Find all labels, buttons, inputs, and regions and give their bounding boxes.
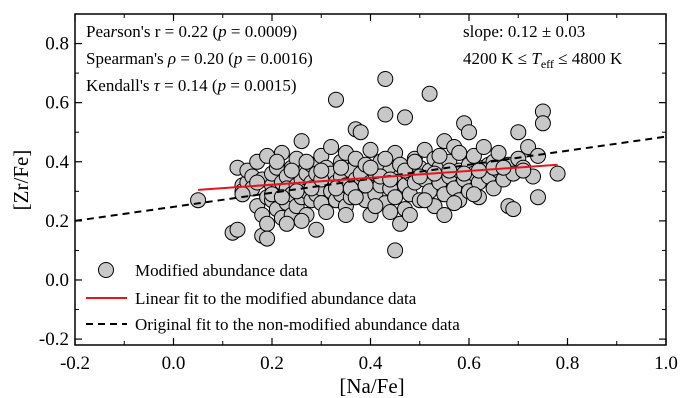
data-point — [461, 124, 477, 141]
data-point — [268, 153, 285, 170]
slope-annotation: slope: 0.12 ± 0.03 — [463, 22, 585, 41]
data-point — [406, 153, 423, 170]
data-point — [377, 106, 394, 123]
data-point — [475, 139, 492, 155]
original-fit-line — [74, 135, 667, 222]
data-point — [534, 115, 551, 132]
data-point — [387, 189, 404, 206]
data-point — [421, 85, 438, 102]
x-tick-label: 0.8 — [556, 353, 580, 374]
data-point — [436, 207, 453, 223]
data-point — [308, 221, 325, 238]
x-tick-label: 0.0 — [162, 353, 186, 374]
data-point — [273, 189, 290, 206]
x-axis-title: [Na/Fe] — [339, 374, 404, 398]
data-point — [515, 162, 532, 179]
legend-marker-points — [98, 262, 114, 278]
data-point — [259, 230, 276, 247]
data-point — [451, 144, 468, 161]
y-tick-label: 0.2 — [45, 211, 69, 232]
y-axis-title: [Zr/Fe] — [9, 150, 33, 211]
data-point — [456, 165, 473, 182]
y-tick-label: 0.8 — [45, 34, 69, 55]
data-point — [337, 207, 354, 223]
data-point — [549, 165, 566, 182]
data-point — [313, 162, 330, 179]
y-tick-label: 0.0 — [45, 270, 69, 291]
data-point — [347, 189, 364, 206]
data-point — [431, 147, 448, 164]
points-layer — [190, 71, 566, 259]
data-point — [505, 201, 522, 218]
legend: Modified abundance data Linear fit to th… — [86, 261, 460, 334]
data-point — [318, 204, 335, 220]
data-point — [298, 153, 315, 170]
pearson-annotation: Pearson's r = 0.22 (p = 0.0009) — [86, 22, 297, 41]
data-point — [446, 195, 463, 212]
linear-fit-line — [198, 163, 558, 191]
data-point — [382, 204, 399, 220]
ticks-layer: -0.2 0.0 0.2 0.4 0.6 0.8 1.0 -0.2 0.0 0.2 0.4 0.6 0.… — [39, 13, 678, 374]
data-point — [293, 133, 310, 150]
data-point — [401, 207, 418, 223]
data-point — [288, 183, 305, 200]
y-tick-label: -0.2 — [39, 329, 69, 350]
y-tick-label: 0.6 — [45, 93, 69, 114]
data-point — [283, 162, 300, 179]
data-point — [465, 186, 482, 203]
legend-label-original-fit: Original fit to the non-modified abundan… — [135, 315, 460, 334]
data-point — [377, 71, 394, 87]
data-point — [485, 180, 502, 197]
x-tick-label: 0.6 — [457, 353, 481, 374]
data-point — [229, 221, 246, 238]
data-point — [333, 159, 349, 176]
data-point — [441, 162, 458, 179]
legend-label-linear-fit: Linear fit to the modified abundance dat… — [135, 289, 417, 308]
data-point — [377, 150, 394, 167]
kendall-annotation: Kendall's τ = 0.14 (p = 0.0015) — [86, 76, 297, 95]
data-point — [362, 141, 379, 158]
x-tick-label: 0.4 — [359, 353, 383, 374]
data-point — [278, 215, 295, 232]
y-tick-label: 0.4 — [45, 152, 69, 173]
x-tick-label: 0.2 — [260, 353, 284, 374]
data-point — [293, 212, 310, 229]
fits-layer — [74, 135, 667, 222]
data-point — [397, 109, 413, 126]
data-point — [362, 159, 379, 176]
data-point — [259, 215, 276, 232]
data-point — [352, 124, 369, 141]
data-point — [490, 144, 507, 161]
data-point — [367, 198, 384, 215]
data-point — [520, 139, 537, 155]
data-point — [323, 139, 340, 155]
data-point — [328, 91, 344, 108]
data-point — [387, 242, 404, 259]
spearman-annotation: Spearman's ρ = 0.20 (p = 0.0016) — [86, 49, 313, 68]
data-point — [190, 192, 207, 209]
x-tick-label: 1.0 — [654, 353, 678, 374]
legend-label-points: Modified abundance data — [135, 261, 308, 280]
data-point — [510, 124, 527, 141]
data-point — [530, 189, 546, 206]
teff-annotation: 4200 K ≤ Teff ≤ 4800 K — [463, 49, 623, 71]
data-point — [382, 171, 399, 188]
data-point — [234, 186, 251, 203]
x-tick-label: -0.2 — [60, 353, 90, 374]
data-point — [416, 192, 433, 209]
data-point — [249, 174, 266, 191]
